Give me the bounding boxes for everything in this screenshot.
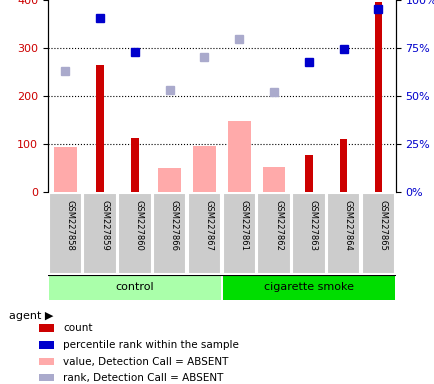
Bar bbox=[131, 138, 138, 192]
Text: GSM227865: GSM227865 bbox=[378, 200, 387, 251]
Bar bbox=[374, 2, 381, 192]
Text: rank, Detection Call = ABSENT: rank, Detection Call = ABSENT bbox=[63, 372, 223, 383]
Bar bbox=[39, 358, 54, 366]
Text: control: control bbox=[115, 282, 154, 292]
Bar bbox=[39, 324, 54, 332]
FancyBboxPatch shape bbox=[292, 193, 325, 274]
Text: GSM227864: GSM227864 bbox=[343, 200, 352, 251]
Bar bbox=[39, 374, 54, 381]
Bar bbox=[54, 147, 76, 192]
Text: GSM227866: GSM227866 bbox=[169, 200, 178, 251]
Text: GSM227863: GSM227863 bbox=[308, 200, 317, 251]
Text: cigarette smoke: cigarette smoke bbox=[263, 282, 353, 292]
Text: GSM227859: GSM227859 bbox=[100, 200, 109, 251]
Text: GSM227861: GSM227861 bbox=[239, 200, 248, 251]
Text: GSM227867: GSM227867 bbox=[204, 200, 213, 251]
FancyBboxPatch shape bbox=[326, 193, 359, 274]
Text: value, Detection Call = ABSENT: value, Detection Call = ABSENT bbox=[63, 357, 228, 367]
FancyBboxPatch shape bbox=[49, 193, 82, 274]
FancyBboxPatch shape bbox=[118, 193, 151, 274]
FancyBboxPatch shape bbox=[83, 193, 116, 274]
Text: GSM227860: GSM227860 bbox=[135, 200, 144, 251]
Text: agent ▶: agent ▶ bbox=[9, 311, 53, 321]
Bar bbox=[96, 65, 104, 192]
FancyBboxPatch shape bbox=[222, 193, 255, 274]
FancyBboxPatch shape bbox=[153, 193, 186, 274]
FancyBboxPatch shape bbox=[222, 275, 394, 300]
Bar bbox=[227, 121, 250, 192]
Bar bbox=[304, 155, 312, 192]
Bar bbox=[158, 168, 181, 192]
Text: GSM227862: GSM227862 bbox=[273, 200, 283, 251]
Bar bbox=[262, 167, 285, 192]
Bar bbox=[193, 146, 215, 192]
Bar bbox=[39, 341, 54, 349]
FancyBboxPatch shape bbox=[361, 193, 394, 274]
Text: GSM227858: GSM227858 bbox=[65, 200, 74, 251]
FancyBboxPatch shape bbox=[187, 193, 220, 274]
FancyBboxPatch shape bbox=[257, 193, 290, 274]
Bar bbox=[339, 139, 347, 192]
Text: percentile rank within the sample: percentile rank within the sample bbox=[63, 340, 238, 350]
Text: count: count bbox=[63, 323, 92, 333]
FancyBboxPatch shape bbox=[49, 275, 220, 300]
